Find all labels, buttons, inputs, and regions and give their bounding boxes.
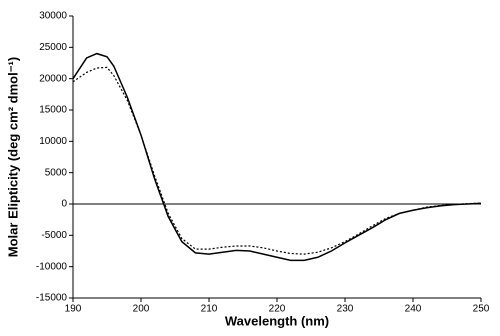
x-tick-label: 220 xyxy=(269,304,286,315)
data-line xyxy=(72,52,482,262)
y-tick-label: -5000 xyxy=(41,230,67,241)
data-line xyxy=(72,66,482,255)
y-axis-title: Molar Elipticity (deg cm² dmol⁻¹) xyxy=(5,57,20,257)
y-tick-label: -15000 xyxy=(36,293,68,304)
y-tick-label: -10000 xyxy=(36,261,68,272)
y-tick-label: 0 xyxy=(61,199,67,210)
x-tick-label: 240 xyxy=(405,304,422,315)
y-tick-label: 15000 xyxy=(39,105,67,116)
x-tick-label: 230 xyxy=(337,304,354,315)
x-tick-label: 210 xyxy=(201,304,218,315)
x-axis-title: Wavelength (nm) xyxy=(225,313,329,328)
y-tick-label: 5000 xyxy=(45,167,68,178)
x-tick-label: 190 xyxy=(65,304,82,315)
x-tick-label: 200 xyxy=(133,304,150,315)
x-tick-label: 250 xyxy=(473,304,490,315)
y-tick-label: 20000 xyxy=(39,73,67,84)
y-tick-label: 10000 xyxy=(39,136,67,147)
y-tick-label: 25000 xyxy=(39,42,67,53)
y-tick-label: 30000 xyxy=(39,11,67,22)
